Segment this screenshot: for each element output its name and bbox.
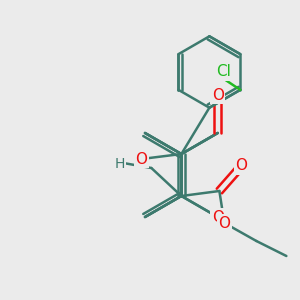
Text: O: O <box>218 215 230 230</box>
Text: O: O <box>212 88 224 103</box>
Text: O: O <box>135 152 147 166</box>
Text: Cl: Cl <box>216 64 231 80</box>
Text: O: O <box>212 209 224 224</box>
Text: H: H <box>114 157 124 171</box>
Text: O: O <box>236 158 247 173</box>
